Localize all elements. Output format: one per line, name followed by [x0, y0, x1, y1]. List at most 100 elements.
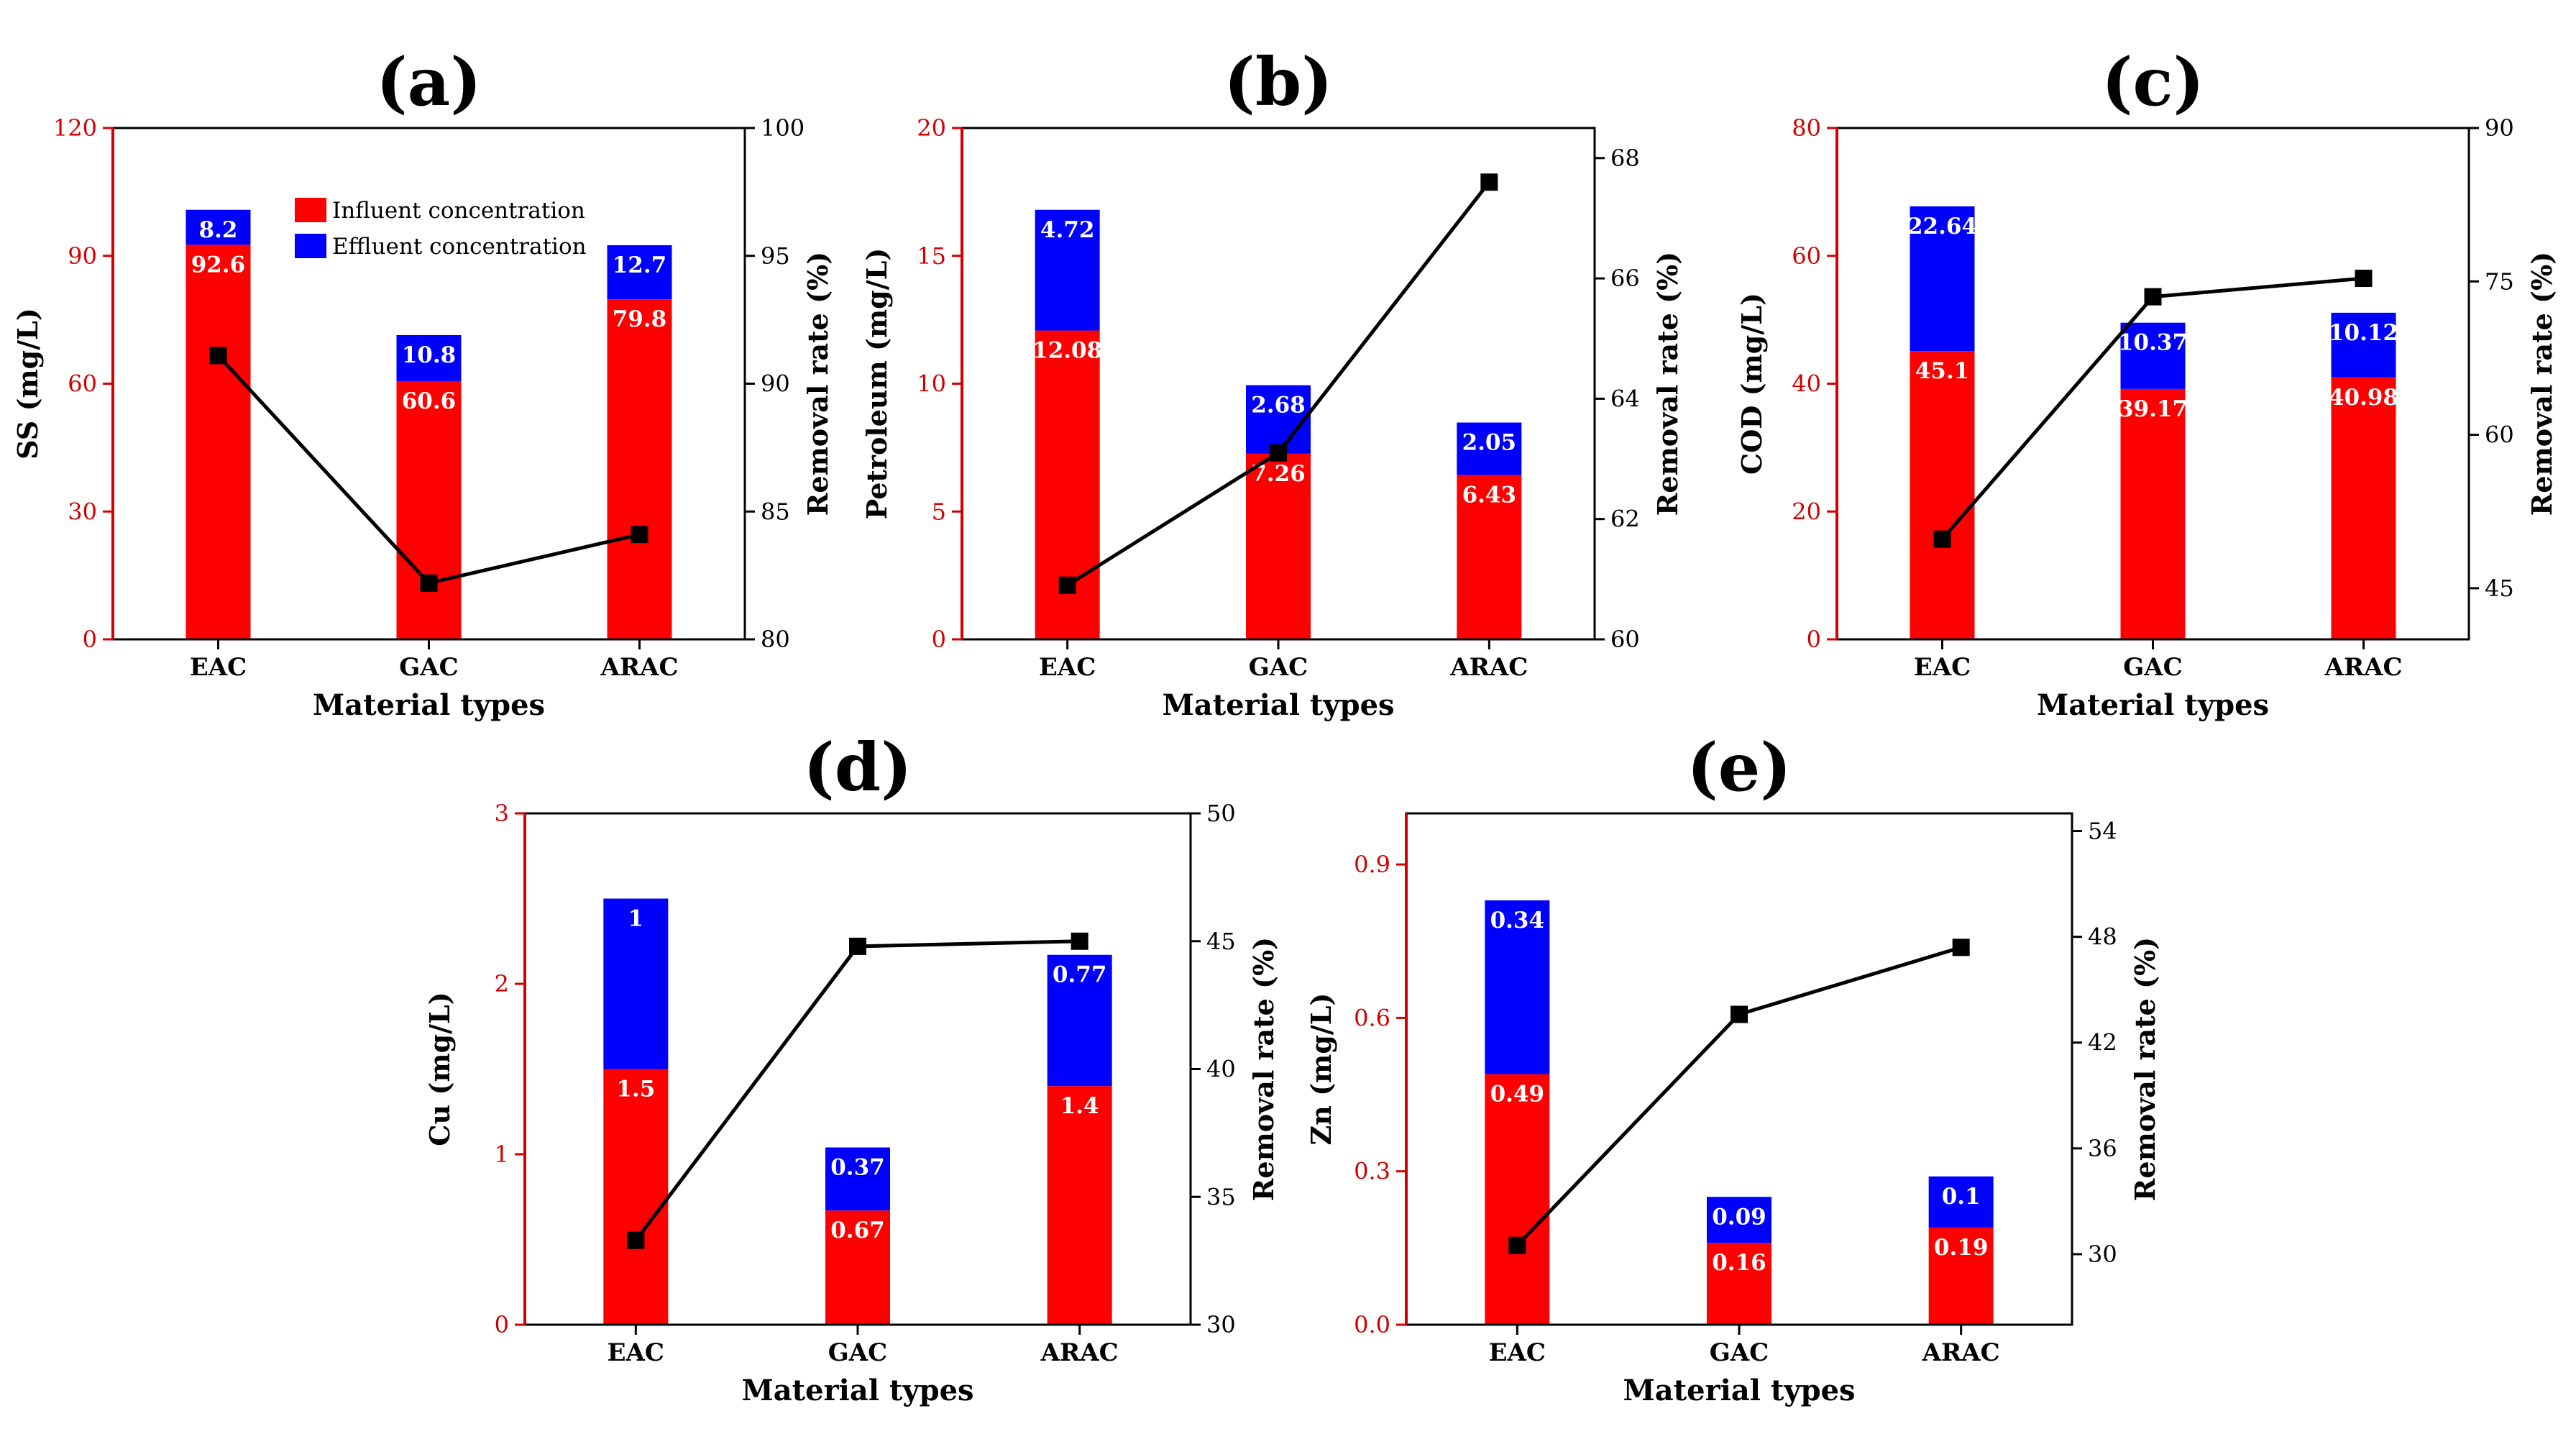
x-tick-label: ARAC [1040, 1338, 1119, 1367]
panel-2: (c) 45.1 22.64 39.17 10.37 40.98 10.12 0 20 40 60 8… [1736, 43, 2558, 722]
x-tick-label: ARAC [1449, 653, 1528, 682]
left-tick-label: 5 [932, 498, 946, 525]
bar-label-influent: 12.08 [1032, 338, 1102, 364]
panel-title: (c) [2101, 43, 2204, 121]
panel-1: (b)12.084.727.262.686.432.05051015206062… [861, 43, 1684, 722]
bar-influent [607, 299, 672, 639]
bar-influent [1047, 1086, 1112, 1325]
left-tick-label: 1 [495, 1141, 509, 1168]
x-tick-label: ARAC [1922, 1338, 2000, 1367]
x-tick-label: EAC [1914, 653, 1971, 682]
bar-label-effluent: 1 [628, 906, 644, 932]
bar-influent [2331, 377, 2396, 639]
right-tick-label: 50 [1206, 800, 1236, 827]
left-tick-label: 120 [53, 114, 97, 142]
bar-label-influent: 0.49 [1490, 1082, 1545, 1108]
bar-effluent [396, 334, 462, 381]
right-tick-label: 54 [2088, 818, 2117, 845]
x-tick-label: EAC [1489, 1338, 1546, 1367]
x-tick-label: EAC [608, 1338, 664, 1367]
bar-influent [1910, 351, 1975, 639]
bar-effluent [1485, 900, 1550, 1074]
bar-influent [1457, 475, 1522, 639]
removal-rate-marker [1508, 1236, 1526, 1254]
bar-effluent [1246, 385, 1311, 454]
right-tick-label: 48 [2088, 923, 2117, 951]
bar-influent [2120, 388, 2186, 639]
bar-label-effluent: 12.7 [613, 252, 667, 278]
removal-rate-marker [1071, 932, 1088, 950]
x-axis-label: Material types [2037, 688, 2269, 722]
left-tick-label: 0.0 [1354, 1311, 1390, 1338]
bar-label-influent: 40.98 [2329, 385, 2398, 411]
panel-title: (b) [1224, 43, 1332, 121]
panel-0: (a) 92.6 8.2 60.6 10.8 79.8 12.7 0 30 60 90 120 80 85… [12, 43, 834, 722]
bar-label-influent: 45.1 [1915, 358, 1970, 384]
right-tick-label: 35 [1206, 1183, 1236, 1210]
legend-swatch-influent [295, 198, 326, 222]
removal-rate-marker [1058, 576, 1076, 594]
bar-label-influent: 60.6 [402, 388, 457, 414]
right-tick-label: 45 [2485, 575, 2514, 602]
panel-title: (a) [376, 43, 482, 121]
left-tick-label: 3 [495, 800, 509, 827]
y-axis-label: COD (mg/L) [1736, 293, 1768, 475]
bar-effluent [2120, 322, 2186, 389]
bar-label-effluent: 10.12 [2329, 320, 2398, 346]
y2-axis-label: Removal rate (%) [2526, 252, 2558, 516]
removal-rate-marker [1480, 173, 1498, 191]
bar-effluent [1035, 209, 1100, 331]
x-tick-label: EAC [190, 653, 247, 682]
left-tick-label: 15 [917, 242, 946, 270]
bar-influent [1707, 1243, 1771, 1325]
removal-rate-marker [627, 1231, 645, 1249]
left-tick-label: 60 [68, 370, 97, 398]
bar-label-effluent: 0.34 [1490, 908, 1545, 933]
bar-influent [825, 1210, 890, 1325]
bar-label-influent: 0.16 [1712, 1250, 1766, 1276]
bar-label-influent: 79.8 [613, 306, 667, 332]
left-tick-label: 30 [68, 498, 97, 525]
left-tick-label: 90 [68, 242, 97, 270]
bar-effluent [825, 1147, 890, 1211]
legend: Influent concentration Effluent concentra… [295, 198, 587, 260]
bar-label-effluent: 10.8 [402, 342, 457, 368]
panel-title: (d) [803, 729, 912, 806]
bar-effluent [1457, 422, 1522, 475]
bar-effluent [185, 209, 251, 245]
right-tick-label: 45 [1206, 928, 1236, 955]
right-tick-label: 90 [761, 370, 790, 398]
bar-label-effluent: 0.09 [1712, 1204, 1766, 1230]
bar-influent [396, 380, 462, 639]
right-tick-label: 60 [1610, 626, 1640, 653]
bar-influent [1485, 1074, 1550, 1325]
left-tick-label: 0 [1807, 626, 1821, 653]
bar-effluent [607, 245, 672, 300]
removal-rate-marker [1731, 1005, 1748, 1023]
bar-effluent [1707, 1197, 1771, 1243]
bar-label-influent: 1.4 [1060, 1093, 1099, 1119]
x-tick-label: ARAC [600, 653, 678, 682]
right-tick-label: 85 [761, 498, 790, 525]
right-tick-label: 75 [2485, 268, 2514, 295]
bar-label-effluent: 2.68 [1251, 393, 1306, 419]
bar-label-effluent: 8.2 [199, 217, 238, 243]
x-tick-label: GAC [1710, 1338, 1769, 1367]
x-tick-label: ARAC [2324, 653, 2402, 682]
left-tick-label: 60 [1792, 242, 1821, 270]
left-tick-label: 20 [1792, 498, 1821, 525]
bar-label-influent: 1.5 [616, 1077, 655, 1102]
bar-influent [603, 1069, 669, 1325]
left-tick-label: 80 [1792, 114, 1821, 142]
x-tick-label: GAC [1249, 653, 1308, 682]
y2-axis-label: Removal rate (%) [1247, 937, 1280, 1201]
y-axis-label: Zn (mg/L) [1305, 993, 1337, 1146]
bar-effluent [2331, 312, 2396, 378]
right-tick-label: 64 [1610, 385, 1640, 412]
bar-effluent [1047, 954, 1112, 1087]
y-axis-label: Cu (mg/L) [423, 992, 456, 1146]
bar-influent [1246, 453, 1311, 639]
bar-label-effluent: 0.77 [1053, 962, 1107, 988]
removal-rate-marker [849, 937, 866, 955]
